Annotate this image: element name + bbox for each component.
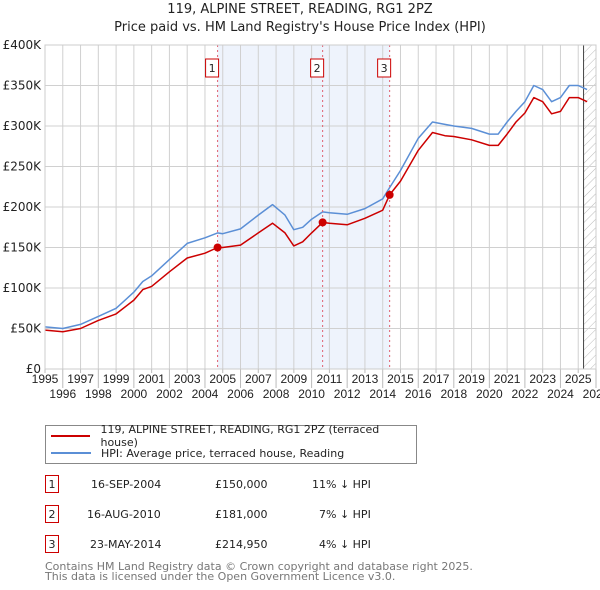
transaction-date: 16-AUG-2010 — [87, 508, 161, 521]
sale-point — [318, 218, 327, 227]
x-tick-label: 2008 — [263, 387, 290, 401]
x-tick-label: 1996 — [49, 387, 76, 401]
chart-subtitle: Price paid vs. HM Land Registry's House … — [114, 20, 486, 35]
x-tick-label: 2002 — [156, 387, 183, 401]
footer-copyright: Contains HM Land Registry data © Crown c… — [45, 560, 473, 573]
sale-badge-label: 1 — [209, 62, 216, 75]
sale-badge — [377, 58, 392, 78]
price-chart: 1995199619971998199920002001200220032004… — [3, 38, 600, 401]
x-tick-label: 2000 — [121, 387, 148, 401]
y-tick-label: £50K — [10, 322, 42, 336]
x-tick-label: 1998 — [85, 387, 112, 401]
y-tick-label: £200K — [3, 200, 43, 214]
x-tick-label: 1997 — [67, 372, 94, 386]
legend-swatch-hpi — [51, 452, 91, 454]
x-tick-label: 2012 — [334, 387, 361, 401]
transaction-hpi: 7% ↓ HPI — [319, 508, 371, 521]
y-tick-label: £400K — [3, 38, 43, 52]
x-tick-label: 2021 — [494, 372, 521, 386]
legend-label: HPI: Average price, terraced house, Read… — [101, 446, 345, 460]
y-tick-label: £300K — [3, 119, 43, 133]
legend-item-price: 119, ALPINE STREET, READING, RG1 2PZ (te… — [51, 423, 416, 449]
chart-title: 119, ALPINE STREET, READING, RG1 2PZ — [167, 2, 433, 17]
transaction-hpi: 11% ↓ HPI — [312, 478, 371, 491]
x-tick-label: 2024 — [547, 387, 574, 401]
transaction-price: £214,950 — [215, 538, 268, 551]
x-tick-label: 2004 — [192, 387, 219, 401]
x-tick-label: 2010 — [298, 387, 325, 401]
x-tick-label: 2006 — [227, 387, 254, 401]
transaction-row: 1 16-SEP-2004 £150,000 11% ↓ HPI — [45, 475, 445, 495]
y-tick-label: £350K — [3, 79, 43, 93]
legend-label: 119, ALPINE STREET, READING, RG1 2PZ (te… — [100, 423, 380, 449]
y-tick-label: £150K — [3, 241, 43, 255]
x-tick-label: 2007 — [245, 372, 272, 386]
x-tick-label: 1995 — [32, 372, 59, 386]
transaction-hpi: 4% ↓ HPI — [319, 538, 371, 551]
x-tick-label: 2023 — [529, 372, 556, 386]
transaction-date: 16-SEP-2004 — [91, 478, 162, 491]
x-tick-label: 2009 — [280, 372, 307, 386]
transaction-date: 23-MAY-2014 — [90, 538, 162, 551]
hpi-line — [44, 84, 588, 330]
x-tick-label: 2016 — [405, 387, 432, 401]
y-tick-label: £100K — [3, 281, 43, 295]
sale-point — [385, 190, 394, 199]
x-tick-label: 2017 — [423, 372, 450, 386]
x-tick-label: 2014 — [369, 387, 396, 401]
x-tick-label: 2018 — [440, 387, 467, 401]
sale-badge-label: 3 — [381, 62, 388, 75]
x-tick-label: 2019 — [458, 372, 485, 386]
x-tick-label: 2001 — [138, 372, 165, 386]
footer-licence: This data is licensed under the Open Gov… — [45, 570, 396, 583]
y-tick-label: £250K — [3, 160, 43, 174]
y-tick-label: £0 — [26, 362, 41, 376]
legend-swatch-price — [51, 435, 91, 437]
x-tick-label: 2015 — [387, 372, 414, 386]
price-paid-line — [44, 96, 588, 333]
transaction-price: £181,000 — [215, 508, 268, 521]
x-tick-label: 2005 — [209, 372, 236, 386]
transaction-price: £150,000 — [215, 478, 268, 491]
sale-badge-label: 2 — [314, 62, 321, 75]
transaction-row: 3 23-MAY-2014 £214,950 4% ↓ HPI — [45, 535, 445, 555]
x-tick-label: 2025 — [565, 372, 592, 386]
marker-badge: 2 — [45, 505, 59, 523]
sale-point — [213, 243, 222, 252]
sale-badge — [205, 58, 220, 78]
x-tick-label: 2003 — [174, 372, 201, 386]
sale-badge — [310, 58, 325, 78]
x-tick-label: 1999 — [103, 372, 130, 386]
legend: 119, ALPINE STREET, READING, RG1 2PZ (te… — [45, 423, 417, 464]
x-tick-label: 2026 — [583, 387, 600, 401]
x-tick-label: 2011 — [316, 372, 342, 386]
transaction-row: 2 16-AUG-2010 £181,000 7% ↓ HPI — [45, 505, 445, 525]
legend-item-hpi: HPI: Average price, terraced house, Read… — [51, 445, 344, 461]
marker-badge: 3 — [45, 535, 59, 553]
plot-frame — [44, 44, 597, 370]
marker-badge: 1 — [45, 475, 59, 493]
x-tick-label: 2020 — [476, 387, 503, 401]
x-tick-label: 2022 — [512, 387, 539, 401]
x-tick-label: 2013 — [352, 372, 379, 386]
